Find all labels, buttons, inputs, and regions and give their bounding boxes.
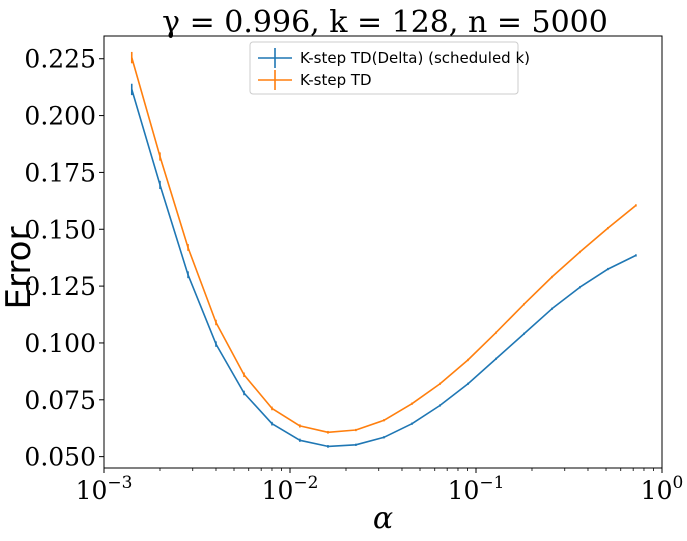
x-axis: 10−3 10−2 10−1 100 <box>76 468 684 505</box>
series-line-1 <box>131 89 637 448</box>
series-layer <box>130 51 637 448</box>
legend-label: K-step TD(Delta) (scheduled k) <box>300 49 530 67</box>
y-tick-label: 0.100 <box>24 329 96 358</box>
x-axis-label: α <box>373 501 393 536</box>
x-tick-label: 100 <box>641 473 684 505</box>
x-tick-label: 10−3 <box>76 473 133 505</box>
legend-label: K-step TD <box>300 71 372 89</box>
y-axis-label: Error <box>0 227 39 310</box>
plot-frame <box>103 35 663 469</box>
y-tick-label: 0.125 <box>24 272 96 301</box>
chart-title: γ = 0.996, k = 128, n = 5000 <box>162 5 608 40</box>
y-tick-label: 0.175 <box>24 158 96 187</box>
y-tick-label: 0.200 <box>24 102 96 131</box>
x-tick-label: 10−2 <box>262 473 319 505</box>
y-tick-label: 0.075 <box>24 386 96 415</box>
series-line-2 <box>131 57 637 434</box>
y-tick-label: 0.150 <box>24 215 96 244</box>
y-tick-label: 0.225 <box>24 45 96 74</box>
legend-frame <box>249 41 519 95</box>
x-tick-label: 10−1 <box>448 473 505 505</box>
y-axis: 0.050 0.075 0.100 0.125 0.150 0.175 0.200 0.225 <box>24 45 104 472</box>
y-tick-label: 0.050 <box>24 443 96 472</box>
legend: K-step TD(Delta) (scheduled k) K-step TD <box>249 41 530 95</box>
